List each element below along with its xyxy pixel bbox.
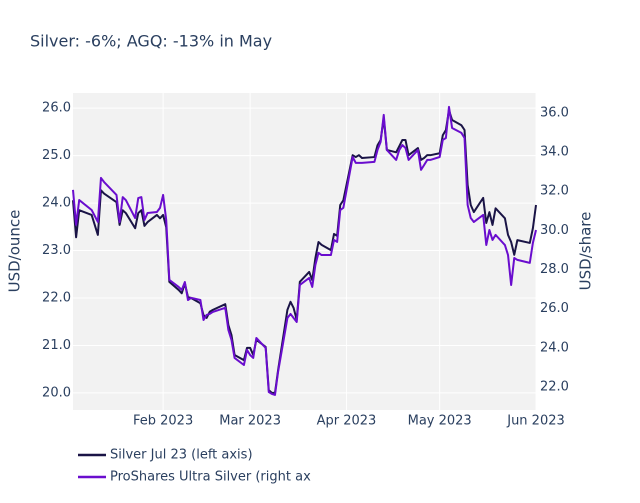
y-tick-label: 25.0	[42, 148, 71, 163]
y-tick-label: 20.0	[42, 385, 71, 400]
y2-tick-label: 32.0	[540, 184, 569, 199]
chart-title: Silver: -6%; AGQ: -13% in May	[30, 32, 272, 51]
y2-tick-label: 24.0	[540, 340, 569, 355]
y-tick-label: 22.0	[42, 291, 71, 306]
y2-tick-label: 30.0	[540, 223, 569, 238]
legend-label: Silver Jul 23 (left axis)	[110, 448, 253, 463]
x-tick-label: Mar 2023	[219, 414, 281, 429]
y2-tick-label: 36.0	[540, 105, 569, 120]
y2-tick-label: 22.0	[540, 379, 569, 394]
plot-area	[73, 93, 536, 410]
y-tick-label: 24.0	[42, 196, 71, 211]
y2-tick-label: 28.0	[540, 262, 569, 277]
x-tick-label: Feb 2023	[133, 414, 193, 429]
legend-label: ProShares Ultra Silver (right ax	[110, 470, 311, 485]
series-line	[72, 105, 537, 396]
x-tick-label: May 2023	[408, 414, 472, 429]
series-line	[72, 109, 537, 394]
y2-axis-title: USD/share	[577, 212, 595, 291]
y-axis-title: USD/ounce	[6, 210, 24, 293]
x-tick-label: Jun 2023	[506, 414, 565, 429]
y-tick-label: 21.0	[42, 338, 71, 353]
y-tick-label: 26.0	[42, 101, 71, 116]
x-tick-label: Apr 2023	[317, 414, 377, 429]
y-tick-label: 23.0	[42, 243, 71, 258]
y2-tick-label: 26.0	[540, 301, 569, 316]
y2-tick-label: 34.0	[540, 145, 569, 160]
